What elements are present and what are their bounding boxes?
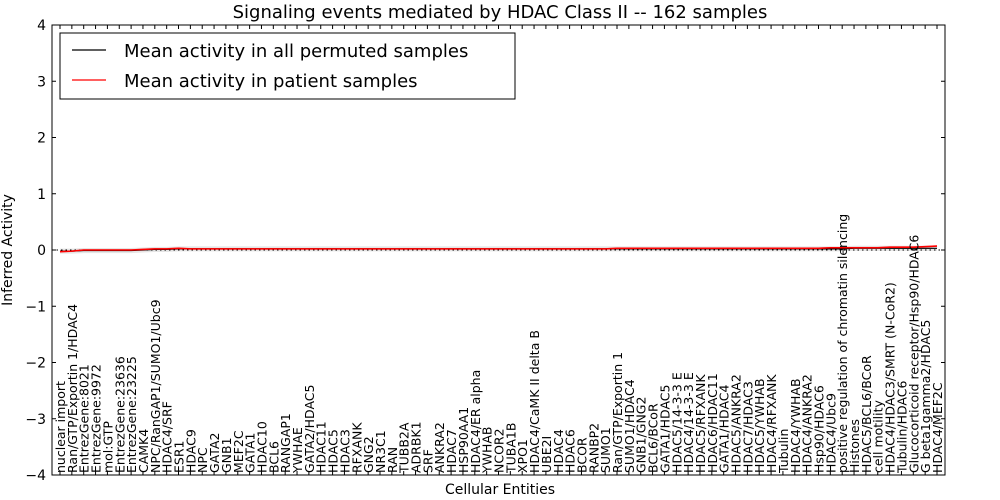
x-tick-label: HDAC4/ANKRA2 bbox=[800, 374, 815, 473]
x-tick-label: cell motility bbox=[871, 399, 886, 473]
x-tick-label: EntrezGene:8021 bbox=[77, 364, 92, 473]
y-tick-label: 3 bbox=[37, 74, 46, 90]
x-tick-label: HDAC4/YWHAB bbox=[788, 378, 803, 473]
x-tick-label: SUMO1/HDAC4 bbox=[622, 379, 637, 473]
x-tick-label: GATA2/HDAC5 bbox=[302, 385, 317, 473]
x-tick-label: HDAC6 bbox=[563, 429, 578, 473]
y-tick-label: −2 bbox=[25, 356, 46, 372]
x-tick-label: YWHAB bbox=[480, 426, 495, 474]
x-tick-label: GATA2 bbox=[207, 433, 222, 473]
x-tick-label: HDAC4/SRF bbox=[160, 401, 175, 473]
x-tick-label: HDAC4 bbox=[551, 429, 566, 473]
x-tick-label: HSP90AA1 bbox=[456, 407, 471, 473]
x-tick-label: HDAC6/HDAC11 bbox=[705, 373, 720, 473]
x-tick-label: YWHAE bbox=[290, 427, 305, 474]
x-tick-label: Hsp90/HDAC6 bbox=[811, 385, 826, 473]
y-tick-label: 1 bbox=[37, 187, 46, 203]
chart-title: Signaling events mediated by HDAC Class … bbox=[233, 2, 768, 23]
x-tick-label: BCL6/BCoR bbox=[646, 403, 661, 473]
x-tick-label: SRF bbox=[420, 449, 435, 473]
x-tick-label: BCL6 bbox=[266, 441, 281, 473]
x-tick-label: HDAC5/BCL6/BCoR bbox=[859, 355, 874, 473]
x-tick-label: Tubulin/HDAC6 bbox=[894, 381, 909, 474]
x-tick-label: HDAC7 bbox=[444, 429, 459, 473]
x-tick-label: HDAC9 bbox=[183, 429, 198, 473]
x-tick-label: HDAC5/RFXANK bbox=[693, 374, 708, 473]
x-tick-label: Ran/GTP/Exportin 1 bbox=[610, 352, 625, 473]
x-tick-label: Glucocorticoid receptor/Hsp90/HDAC6 bbox=[906, 235, 921, 473]
y-tick-label: 4 bbox=[37, 18, 46, 34]
x-tick-label: TUBA1B bbox=[503, 423, 518, 474]
x-tick-label: XPO1 bbox=[515, 439, 530, 473]
x-tick-label: GATA1/HDAC5 bbox=[657, 385, 672, 473]
x-tick-label: HDAC7/HDAC3 bbox=[740, 381, 755, 473]
x-tick-label: HDAC10 bbox=[254, 421, 269, 473]
x-tick-label: NR3C1 bbox=[373, 430, 388, 473]
x-tick-label: SUMO1 bbox=[598, 427, 613, 473]
x-tick-label: Ran/GTP/Exportin 1/HDAC4 bbox=[65, 304, 80, 473]
x-tick-label: HDAC4/RFXANK bbox=[764, 374, 779, 473]
y-axis: 4 3 2 1 0 −1 −2 −3 −4 bbox=[25, 18, 945, 484]
x-tick-label: MEF2C bbox=[231, 430, 246, 473]
x-tick-label: HDAC5/14-3-3 E bbox=[669, 372, 684, 473]
series-lines bbox=[59, 245, 938, 253]
x-tick-label: RFXANK bbox=[349, 422, 364, 473]
x-tick-label: HDAC4/14-3-3 E bbox=[681, 372, 696, 473]
x-tick-label: HDAC4/Ubc9 bbox=[823, 393, 838, 473]
x-tick-label: RANBP2 bbox=[586, 423, 601, 473]
y-tick-label: −1 bbox=[25, 299, 46, 315]
x-tick-label: CAMK4 bbox=[136, 429, 151, 473]
x-tick-label: HDAC5/YWHAB bbox=[752, 378, 767, 473]
x-tick-label: ANKRA2 bbox=[432, 422, 447, 473]
x-tick-label: Histones bbox=[847, 419, 862, 473]
legend-box bbox=[59, 32, 516, 100]
x-axis-label: Cellular Entities bbox=[445, 482, 555, 498]
x-tick-label: TUBB2A bbox=[397, 422, 412, 474]
x-tick-label: EntrezGene:23636 bbox=[112, 356, 127, 473]
x-tick-label: HDAC4/CaMK II delta B bbox=[527, 330, 542, 473]
x-tick-label: GNG2 bbox=[361, 436, 376, 473]
x-tick-label: EntrezGene:9972 bbox=[89, 364, 104, 473]
x-tick-label: ADRBK1 bbox=[409, 421, 424, 473]
x-tick-label: GATA1/HDAC4 bbox=[717, 384, 732, 473]
y-tick-label: 2 bbox=[37, 131, 46, 147]
x-tick-label: EntrezGene:23225 bbox=[124, 356, 139, 473]
y-axis-label: Inferred Activity bbox=[0, 194, 16, 306]
x-tick-label: NPC bbox=[195, 447, 210, 473]
x-tick-label: GNB1 bbox=[219, 437, 234, 473]
y-tick-label: −3 bbox=[25, 412, 46, 428]
x-tick-label: BCOR bbox=[574, 437, 589, 473]
legend-label-permuted: Mean activity in all permuted samples bbox=[124, 41, 468, 62]
legend: Mean activity in all permuted samples Me… bbox=[59, 32, 516, 100]
y-tick-label: 0 bbox=[37, 243, 46, 259]
x-tick-label: NPC/RanGAP1/SUMO1/Ubc9 bbox=[148, 299, 163, 473]
x-tick-label: mol:GTP bbox=[100, 421, 115, 473]
x-tick-label: HDAC3 bbox=[337, 429, 352, 473]
x-tick-label: nuclear import bbox=[53, 381, 68, 473]
y-tick-label: −4 bbox=[25, 468, 46, 484]
x-tick-label: GATA1 bbox=[243, 433, 258, 473]
x-tick-label: HDAC11 bbox=[314, 421, 329, 473]
x-tick-label: NCOR2 bbox=[492, 428, 507, 473]
x-tick-label: HDAC4/MEF2C bbox=[930, 382, 945, 473]
x-tick-label: GNB1/GNG2 bbox=[634, 397, 649, 473]
x-tick-label: positive regulation of chromatin silenci… bbox=[835, 214, 850, 473]
x-tick-label: HDAC4/HDAC3/SMRT (N-CoR2) bbox=[883, 282, 898, 473]
x-tick-label: Tubulin bbox=[776, 429, 791, 474]
x-tick-label: HDAC4/ER alpha bbox=[468, 370, 483, 473]
x-tick-label: RAN bbox=[385, 447, 400, 473]
legend-label-patient: Mean activity in patient samples bbox=[124, 71, 418, 92]
x-tick-label: ESR1 bbox=[172, 441, 187, 473]
x-tick-label: HDAC5/ANKRA2 bbox=[729, 374, 744, 473]
x-tick-label: UBE2I bbox=[539, 436, 554, 473]
x-tick-label: RANGAP1 bbox=[278, 413, 293, 473]
patient-mean-line bbox=[59, 245, 938, 253]
x-tick-label: G beta1gamma2/HDAC5 bbox=[918, 320, 933, 473]
x-tick-label: HDAC5 bbox=[326, 429, 341, 473]
